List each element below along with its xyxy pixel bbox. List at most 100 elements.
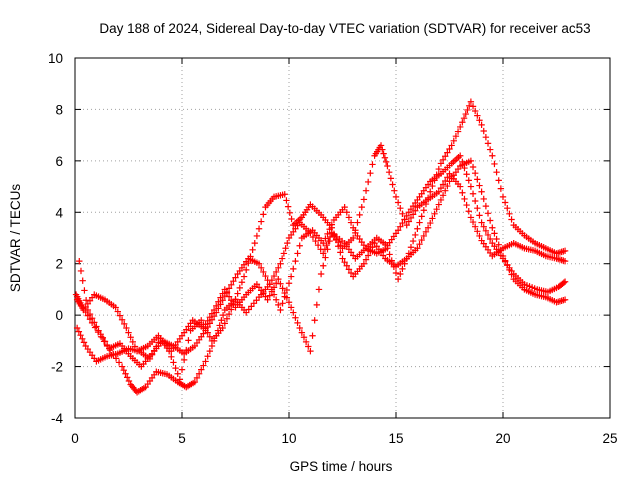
data-point-marker — [323, 242, 330, 249]
data-point-marker — [292, 257, 299, 265]
data-point-marker — [506, 266, 513, 274]
data-point-marker — [467, 157, 475, 165]
data-point-marker — [127, 334, 134, 341]
data-point-marker — [282, 245, 289, 252]
data-point-marker — [350, 234, 357, 242]
data-point-marker — [364, 178, 372, 186]
data-point-marker — [79, 335, 86, 342]
data-point-marker — [437, 196, 445, 204]
data-point-marker — [129, 338, 136, 346]
data-point-marker — [429, 182, 436, 190]
data-point-marker — [287, 304, 295, 311]
data-point-marker — [195, 370, 203, 377]
data-point-marker — [326, 226, 333, 233]
data-point-marker — [174, 370, 181, 377]
y-tick-label: 0 — [55, 308, 63, 323]
data-point-marker — [403, 221, 410, 229]
data-point-marker — [264, 276, 271, 284]
data-point-marker — [275, 264, 282, 272]
data-point-marker — [459, 119, 466, 126]
data-point-marker — [486, 235, 494, 243]
data-point-marker — [418, 213, 425, 220]
data-point-marker — [508, 216, 515, 223]
data-point-marker — [290, 265, 297, 273]
series-trace-4 — [76, 98, 569, 370]
data-point-marker — [236, 284, 243, 292]
data-point-marker — [471, 197, 479, 205]
data-point-marker — [118, 363, 126, 370]
data-point-marker — [369, 161, 376, 168]
data-point-marker — [253, 232, 261, 240]
data-point-marker — [452, 132, 460, 140]
data-point-marker — [240, 273, 248, 280]
data-point-marker — [399, 219, 406, 227]
data-point-marker — [294, 319, 301, 327]
data-point-marker — [296, 324, 303, 332]
data-point-marker — [257, 218, 265, 225]
data-point-marker — [560, 279, 567, 286]
data-point-marker — [442, 177, 449, 185]
data-point-marker — [326, 237, 333, 245]
data-point-marker — [305, 343, 312, 350]
data-point-marker — [230, 300, 237, 308]
data-point-marker — [360, 260, 368, 267]
y-tick-label: 10 — [48, 51, 63, 66]
data-point-marker — [202, 327, 209, 334]
data-point-marker — [198, 317, 205, 324]
data-point-marker — [285, 280, 293, 287]
data-point-marker — [414, 245, 421, 252]
data-point-marker — [467, 183, 475, 190]
data-point-marker — [414, 225, 421, 232]
data-point-marker — [484, 210, 492, 217]
data-point-marker — [420, 207, 428, 214]
y-axis-tick-labels: -4 -2 0 2 4 6 8 10 — [48, 51, 64, 426]
data-point-marker — [422, 200, 430, 208]
x-tick-label: 5 — [178, 431, 186, 446]
data-point-marker — [457, 123, 464, 131]
data-point-marker — [275, 275, 282, 283]
data-point-marker — [283, 286, 291, 294]
data-point-marker — [249, 246, 256, 254]
data-point-marker — [309, 332, 316, 339]
data-point-marker — [397, 204, 404, 212]
data-point-marker — [178, 366, 186, 373]
data-point-marker — [439, 181, 447, 188]
data-point-marker — [364, 252, 372, 259]
data-point-marker — [341, 203, 348, 211]
chart-title: Day 188 of 2024, Sidereal Day-to-day VTE… — [99, 21, 590, 36]
data-point-marker — [125, 377, 133, 385]
data-point-marker — [469, 190, 477, 197]
data-point-marker — [486, 217, 494, 224]
x-tick-label: 20 — [495, 431, 510, 446]
data-point-marker — [317, 270, 325, 278]
data-point-marker — [409, 211, 417, 218]
data-point-marker — [394, 227, 402, 234]
data-point-marker — [270, 272, 278, 280]
data-point-marker — [459, 189, 466, 196]
data-point-marker — [446, 145, 453, 153]
data-point-marker — [77, 332, 84, 339]
x-tick-label: 15 — [388, 431, 403, 446]
data-point-marker — [337, 249, 344, 256]
data-point-marker — [313, 301, 321, 309]
data-point-marker — [382, 158, 390, 166]
data-point-marker — [296, 242, 303, 249]
data-point-marker — [286, 209, 294, 216]
data-point-marker — [454, 128, 462, 135]
data-point-marker — [476, 212, 483, 219]
data-point-marker — [491, 160, 498, 168]
data-point-marker — [501, 257, 509, 264]
data-point-marker — [471, 170, 479, 177]
data-point-marker — [76, 257, 83, 265]
data-point-marker — [101, 338, 109, 345]
data-point-marker — [480, 127, 487, 135]
data-point-marker — [420, 232, 428, 240]
data-point-marker — [307, 347, 314, 355]
data-point-marker — [191, 378, 199, 386]
data-point-marker — [260, 268, 267, 276]
axis-ticks — [74, 57, 611, 419]
series-trace-3 — [73, 142, 569, 365]
data-point-marker — [435, 201, 442, 208]
data-point-marker — [397, 270, 404, 278]
data-point-marker — [388, 257, 395, 264]
